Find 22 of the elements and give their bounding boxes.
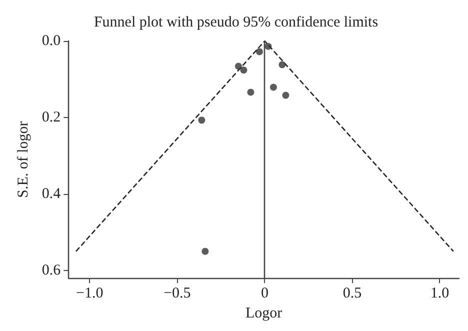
point — [202, 248, 209, 255]
point — [256, 48, 263, 56]
point — [282, 92, 290, 99]
chart-title: Funnel plot with pseudo 95% confidence limits — [94, 14, 378, 30]
x-tick-label: −0.5 — [164, 286, 191, 302]
x-tick-label: −1.0 — [76, 286, 104, 302]
point — [278, 61, 286, 68]
point — [234, 62, 242, 70]
x-tick-label: 1.0 — [430, 286, 450, 302]
point — [247, 88, 254, 96]
x-tick-label: 0.5 — [342, 286, 362, 302]
point — [264, 42, 272, 50]
point — [270, 84, 277, 91]
y-tick-label: 0.0 — [42, 33, 61, 49]
point — [240, 66, 248, 74]
y-axis-title: S.E. of logor — [16, 121, 32, 198]
x-axis-title: Logor — [245, 306, 282, 322]
y-tick-label: 0.4 — [42, 186, 62, 202]
point — [198, 116, 206, 124]
y-tick-label: 0.2 — [42, 109, 61, 126]
y-tick-label: 0.6 — [42, 262, 62, 278]
x-tick-label: 0 — [260, 286, 268, 302]
